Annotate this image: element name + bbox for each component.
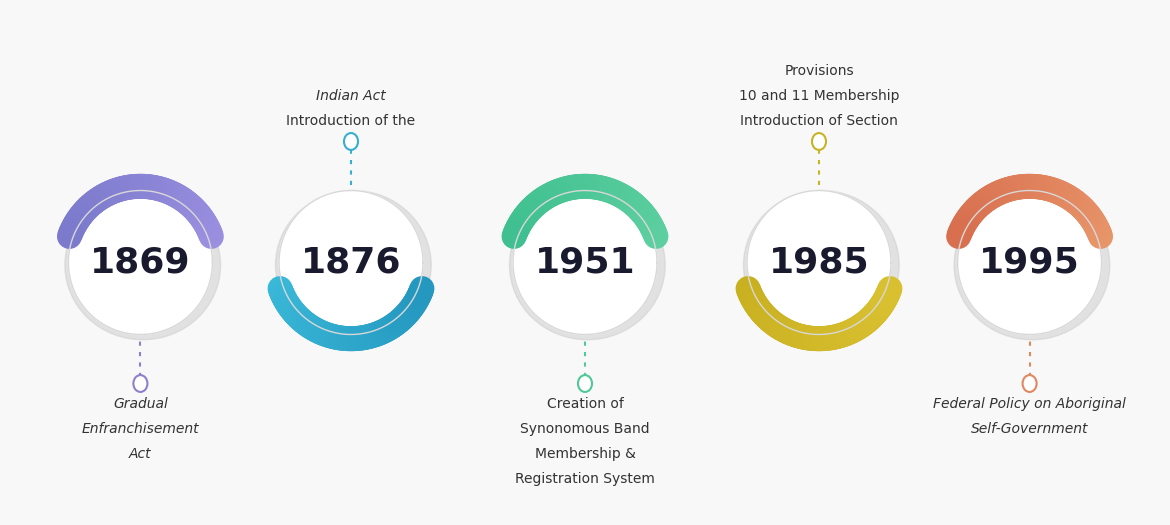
Text: Creation of: Creation of [546,397,624,411]
Ellipse shape [64,191,221,340]
Text: Indian Act: Indian Act [316,89,386,103]
Ellipse shape [512,191,658,334]
Ellipse shape [275,191,432,340]
Text: Gradual: Gradual [113,397,167,411]
Text: Synonomous Band: Synonomous Band [521,422,649,436]
Text: Federal Policy on Aboriginal: Federal Policy on Aboriginal [934,397,1126,411]
Ellipse shape [509,191,666,340]
Ellipse shape [133,375,147,392]
Text: 1995: 1995 [979,246,1080,279]
Text: Enfranchisement: Enfranchisement [82,422,199,436]
Ellipse shape [278,191,424,334]
Text: Provisions: Provisions [784,64,854,78]
Text: Introduction of Section: Introduction of Section [741,114,897,128]
Ellipse shape [578,375,592,392]
Ellipse shape [812,133,826,150]
Text: 1869: 1869 [90,246,191,279]
Ellipse shape [954,191,1110,340]
Text: 10 and 11 Membership: 10 and 11 Membership [738,89,900,103]
Ellipse shape [344,133,358,150]
Text: Membership &: Membership & [535,447,635,461]
Text: 1951: 1951 [535,246,635,279]
Text: 1876: 1876 [301,246,401,279]
Ellipse shape [743,191,900,340]
Text: Introduction of the: Introduction of the [287,114,415,128]
Text: Self-Government: Self-Government [971,422,1088,436]
Ellipse shape [1023,375,1037,392]
Text: Act: Act [129,447,152,461]
Text: Registration System: Registration System [515,472,655,486]
Ellipse shape [68,191,213,334]
Ellipse shape [746,191,892,334]
Ellipse shape [957,191,1102,334]
Text: 1985: 1985 [769,246,869,279]
